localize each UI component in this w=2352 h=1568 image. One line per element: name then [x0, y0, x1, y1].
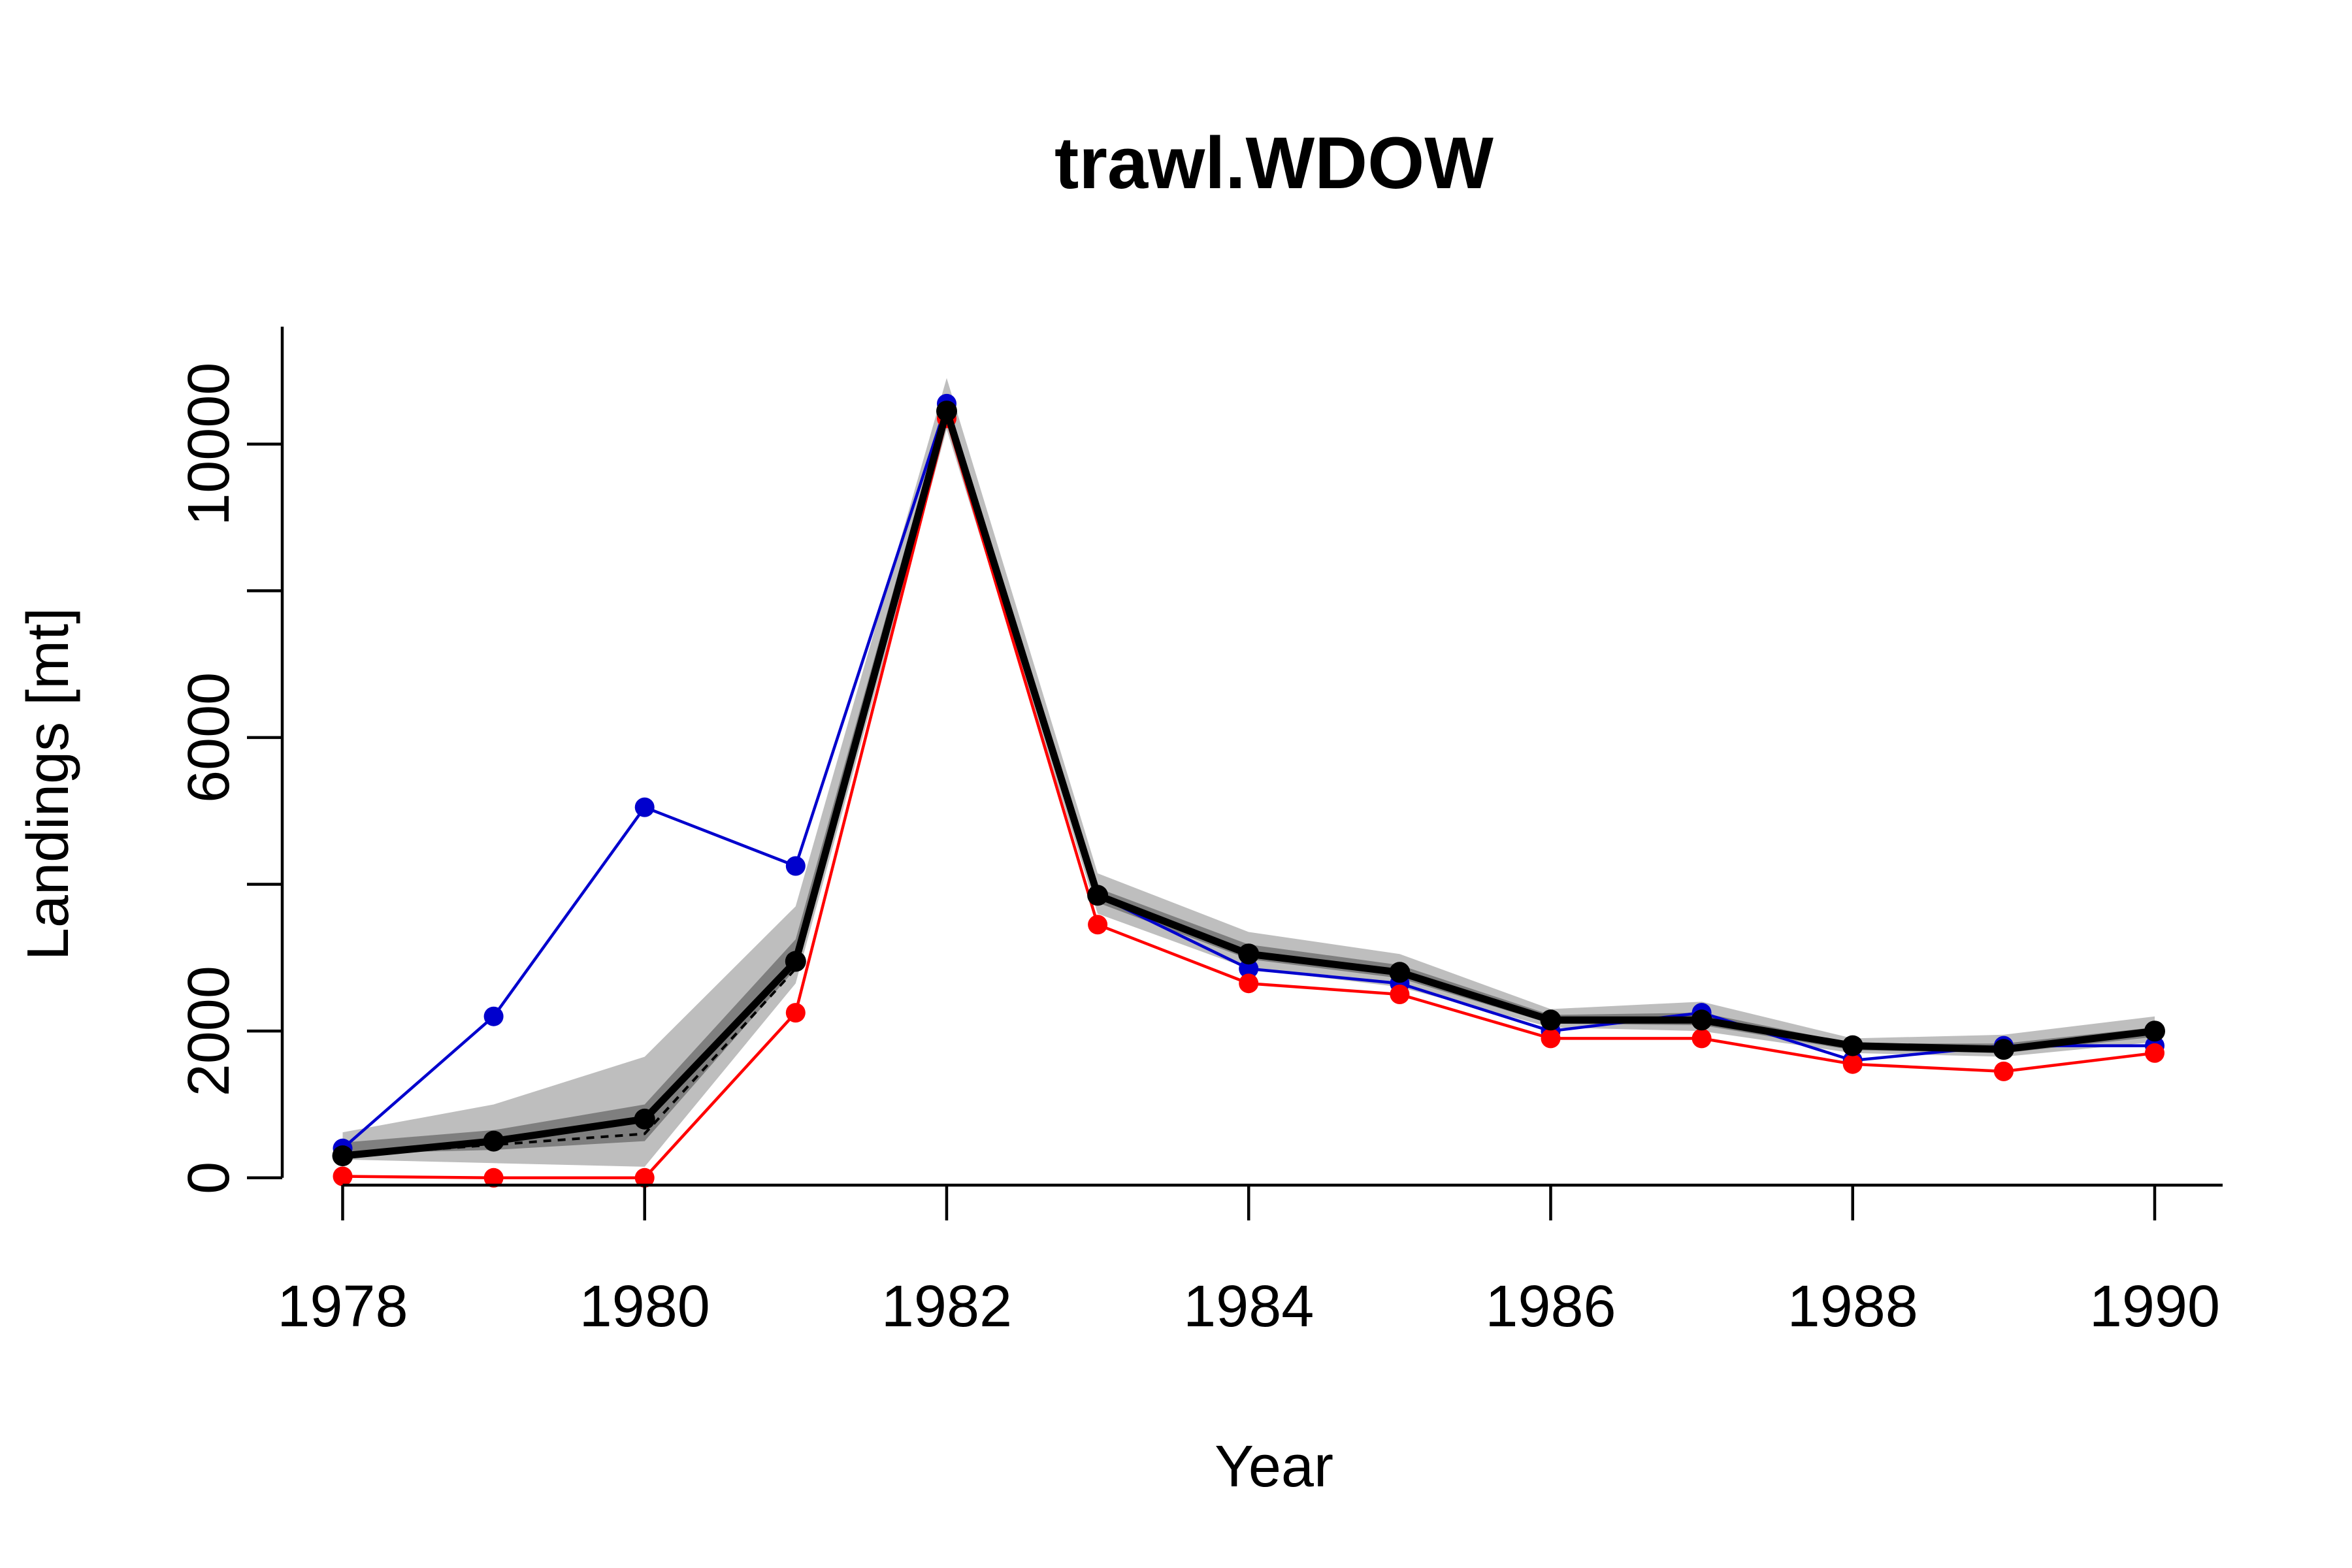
y-tick-label: 10000 [176, 363, 242, 526]
x-tick-label: 1988 [1788, 1274, 1918, 1339]
series-1-point [1239, 958, 1259, 979]
series-1-point [785, 856, 806, 876]
series-2-point [1088, 915, 1108, 935]
series-3-point [1389, 962, 1411, 983]
y-tick-label: 0 [176, 1162, 242, 1194]
series-2-point [1993, 1061, 2014, 1081]
series-2-point [1239, 973, 1259, 994]
series-3-line [342, 407, 2155, 1160]
x-axis-title: Year [1215, 1434, 1333, 1499]
x-tick-label: 1990 [2089, 1274, 2220, 1339]
series-3-point [1540, 1009, 1561, 1031]
y-tick-label: 6000 [176, 672, 242, 803]
chart-title: trawl.WDOW [1054, 122, 1494, 204]
series-3-point [785, 951, 806, 972]
x-tick-label: 1986 [1485, 1274, 1616, 1339]
series-2-point [2145, 1043, 2164, 1063]
series-2-point [1842, 1054, 1863, 1074]
series-2-point [1390, 985, 1410, 1004]
x-tick-label: 1980 [580, 1274, 710, 1339]
series-2-point [333, 1166, 353, 1186]
y-tick-label: 2000 [176, 966, 242, 1096]
axes: 1978 1980 1982 1984 1986 1988 1990 0 2000 6000 100… [176, 327, 2223, 1339]
series-2-point [1691, 1028, 1712, 1049]
series-group [332, 393, 2165, 1188]
series-2-line [342, 417, 2155, 1180]
series-4-line [342, 410, 2155, 1158]
series-1-line [342, 402, 2155, 1150]
x-tick-label: 1984 [1183, 1274, 1314, 1339]
series-3-point [936, 400, 957, 422]
x-tick-label: 1978 [277, 1274, 408, 1339]
series-3-point [483, 1130, 504, 1152]
series-3-point [634, 1108, 655, 1130]
series-1-point [483, 1006, 504, 1026]
series-1-point [634, 797, 655, 817]
series-2-point [785, 1003, 806, 1023]
series-2-point [1541, 1028, 1561, 1049]
x-tick-label: 1982 [881, 1274, 1012, 1339]
series-2-point [483, 1168, 504, 1188]
y-axis-title: Landings [mt] [16, 608, 81, 960]
series-2-point [634, 1168, 655, 1188]
series-3-point [1993, 1039, 2014, 1060]
